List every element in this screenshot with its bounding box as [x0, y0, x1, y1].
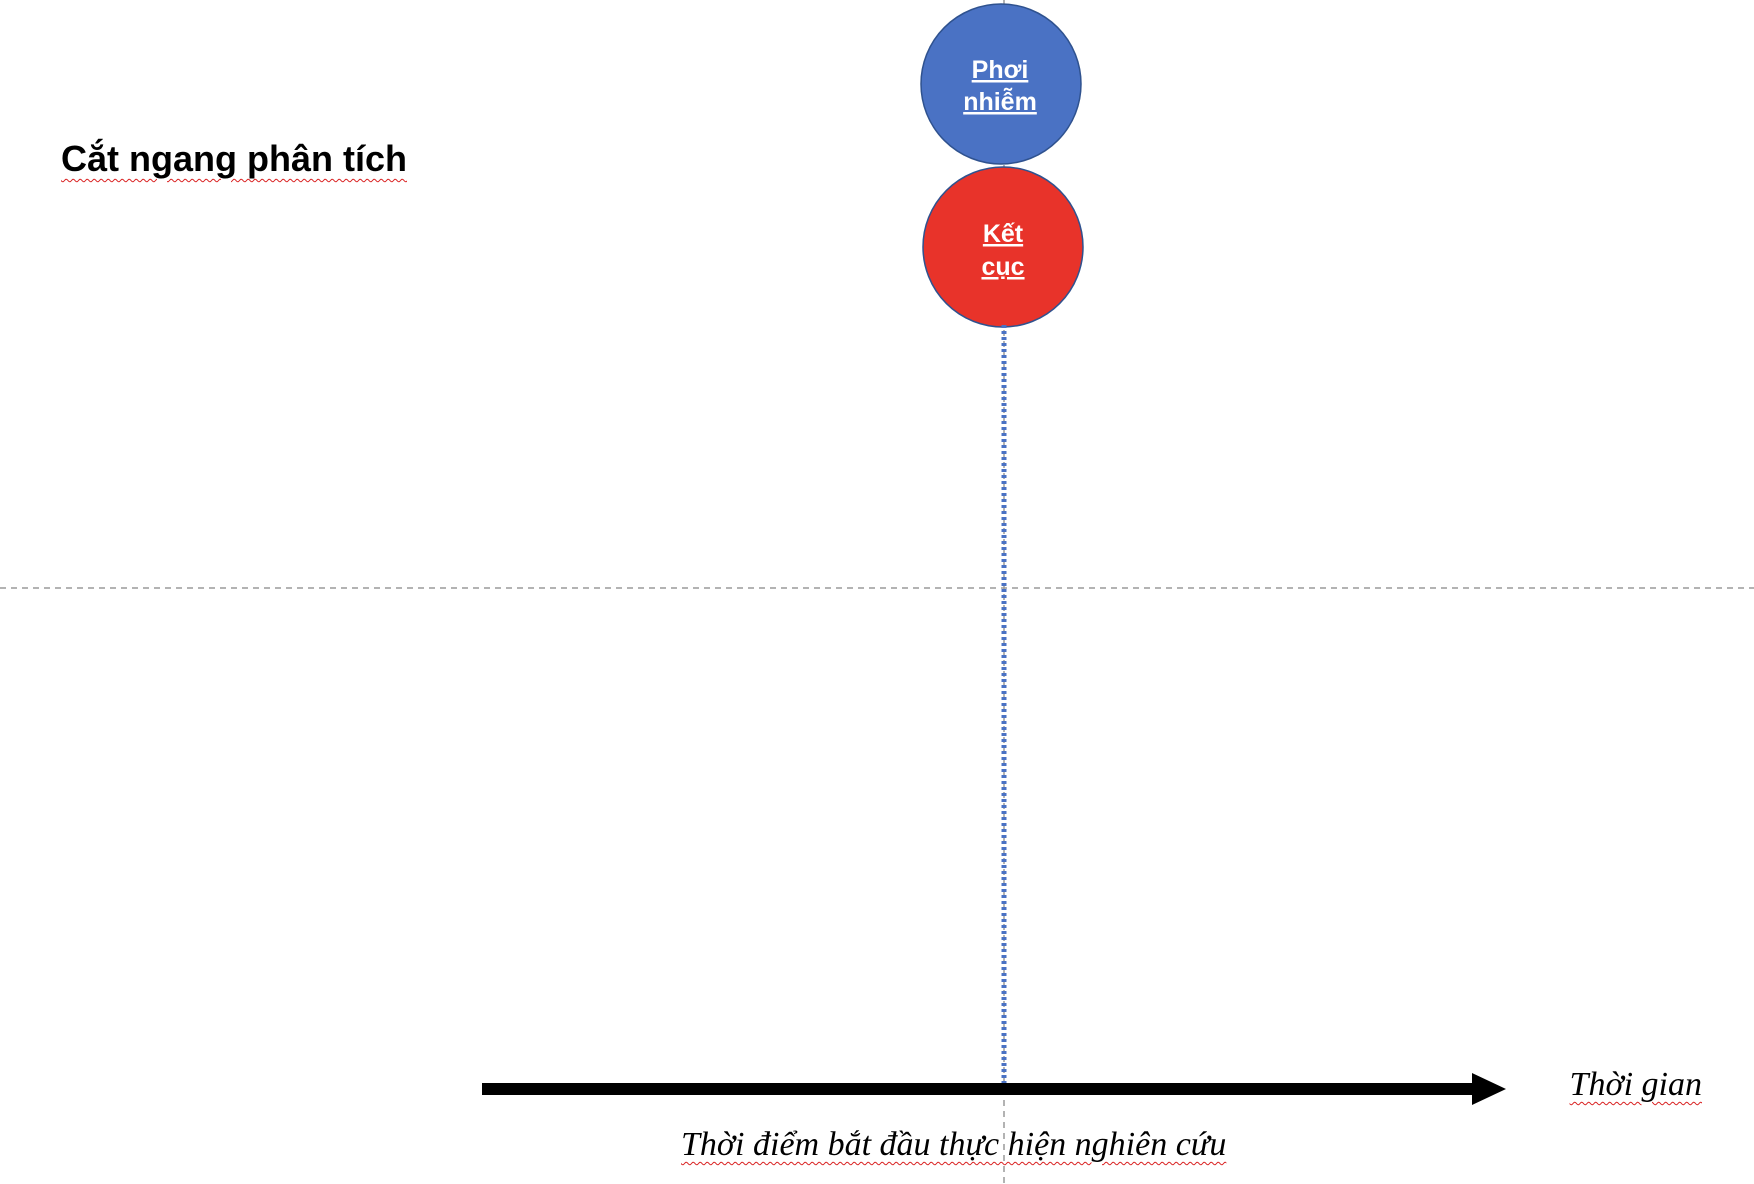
exposure-label-line1: Phơi [972, 56, 1029, 84]
timeline-arrowhead [1472, 1073, 1506, 1105]
study-start-label: Thời điểm bắt đầu thực hiện nghiên cứu [681, 1126, 1227, 1163]
outcome-label-line2: cục [981, 253, 1024, 281]
outcome-label-line1: Kết [983, 220, 1024, 248]
exposure-label-line2: nhiễm [963, 86, 1037, 116]
time-axis-label: Thời gian [1569, 1066, 1702, 1103]
exposure-circle [920, 3, 1082, 165]
diagram-title: Cắt ngang phân tích [61, 138, 407, 179]
